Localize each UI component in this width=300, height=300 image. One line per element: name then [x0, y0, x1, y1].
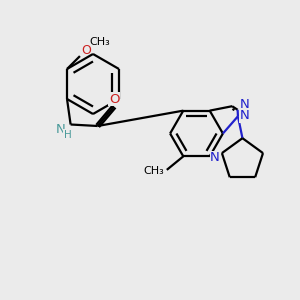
- Text: O: O: [109, 93, 119, 106]
- Text: N: N: [210, 152, 220, 164]
- Text: H: H: [64, 130, 71, 140]
- Text: H: H: [62, 131, 70, 141]
- Text: N: N: [55, 124, 64, 138]
- Text: O: O: [109, 93, 119, 106]
- Text: N: N: [210, 152, 220, 164]
- Text: N: N: [240, 109, 249, 122]
- Text: N: N: [238, 99, 248, 112]
- Text: CH₃: CH₃: [144, 167, 165, 176]
- Text: N: N: [56, 123, 66, 136]
- Text: CH₃: CH₃: [90, 37, 110, 47]
- Text: N: N: [239, 98, 249, 112]
- Text: N: N: [239, 110, 248, 123]
- Text: O: O: [81, 44, 91, 57]
